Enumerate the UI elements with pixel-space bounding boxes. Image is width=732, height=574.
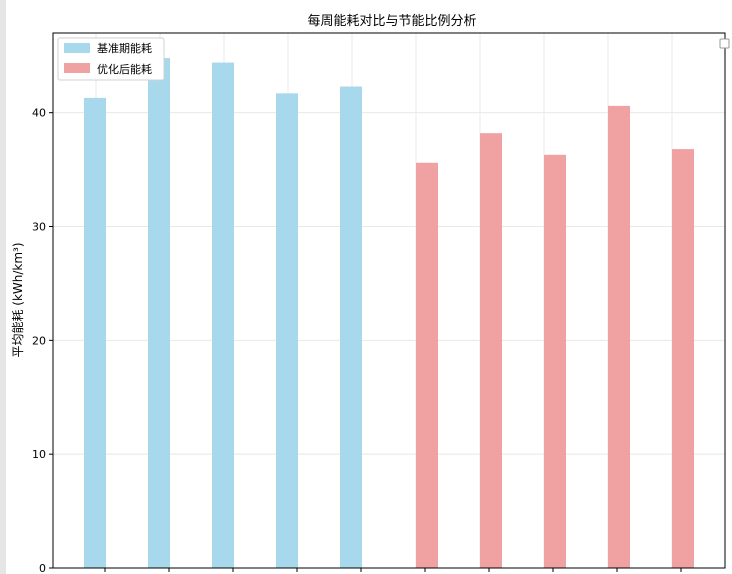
y-tick-label: 20 bbox=[32, 334, 46, 347]
bar-baseline bbox=[276, 93, 298, 569]
plot-frame bbox=[52, 32, 726, 569]
y-tick-label: 40 bbox=[32, 107, 46, 120]
bar-optimized bbox=[608, 105, 630, 568]
window-edge bbox=[0, 0, 6, 574]
y-tick-label: 0 bbox=[39, 562, 46, 574]
secondary-legend-box bbox=[719, 38, 730, 49]
bar-optimized bbox=[416, 162, 438, 568]
bar-baseline bbox=[340, 86, 362, 568]
bar-optimized bbox=[544, 154, 566, 569]
legend-label-baseline: 基准期能耗 bbox=[97, 41, 152, 55]
legend-swatch-optimized bbox=[64, 63, 90, 73]
bar-baseline bbox=[84, 97, 106, 568]
bars bbox=[84, 58, 694, 569]
legend-swatch-baseline bbox=[64, 43, 90, 53]
x-axis-ticks bbox=[104, 568, 682, 572]
y-tick-label: 10 bbox=[32, 448, 46, 461]
bar-optimized bbox=[672, 149, 694, 568]
legend: 基准期能耗 优化后能耗 bbox=[57, 37, 165, 81]
legend-label-optimized: 优化后能耗 bbox=[97, 62, 152, 76]
y-axis-label: 平均能耗 (kWh/km³) bbox=[11, 242, 25, 357]
y-tick-label: 30 bbox=[32, 221, 46, 234]
y-axis-ticks: 0 10 20 30 40 bbox=[32, 107, 53, 574]
bar-baseline bbox=[148, 58, 170, 569]
bar-baseline bbox=[212, 62, 234, 569]
bar-optimized bbox=[480, 133, 502, 568]
chart-title: 每周能耗对比与节能比例分析 bbox=[307, 13, 476, 29]
